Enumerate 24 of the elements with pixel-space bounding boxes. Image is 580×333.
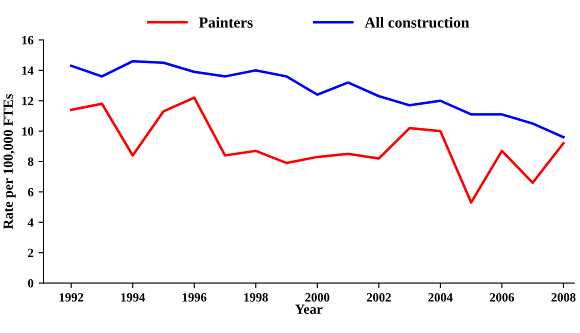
x-axis-title: Year [295, 304, 322, 314]
y-tick-label: 10 [22, 127, 34, 136]
x-tick-label: 2004 [428, 293, 453, 302]
y-tick-label: 8 [28, 158, 34, 166]
x-tick-label: 1996 [182, 293, 206, 302]
y-tick-label: 2 [28, 248, 34, 257]
x-tick-label: 1994 [121, 293, 145, 302]
line-series [70, 60, 565, 138]
line-series [70, 96, 565, 204]
y-tick-label: 14 [22, 66, 34, 75]
legend-label: Painters [198, 16, 253, 28]
x-tick-label: 2002 [366, 293, 391, 302]
x-tick-label: 2006 [490, 293, 514, 302]
x-tick-label: 2008 [551, 293, 576, 302]
y-tick-label: 4 [28, 218, 34, 227]
x-tick-label: 1992 [60, 293, 84, 302]
y-tick-label: 16 [22, 36, 34, 44]
x-tick-label: 2000 [305, 293, 330, 302]
y-tick-label: 0 [28, 279, 34, 288]
y-tick-label: 12 [22, 96, 34, 106]
legend-label: All construction [364, 16, 470, 28]
x-tick-label: 1998 [244, 293, 268, 302]
y-tick-label: 6 [28, 188, 34, 196]
y-axis-title: Rate per 100,000 FTEs [4, 94, 16, 230]
